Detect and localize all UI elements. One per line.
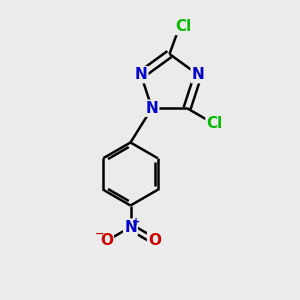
- Text: Cl: Cl: [176, 19, 192, 34]
- Text: N: N: [124, 220, 137, 235]
- Text: N: N: [146, 101, 158, 116]
- Text: O: O: [148, 233, 161, 248]
- Text: −: −: [94, 229, 104, 239]
- Text: O: O: [100, 233, 113, 248]
- Text: N: N: [192, 67, 204, 82]
- Text: N: N: [135, 67, 147, 82]
- Text: +: +: [132, 217, 140, 227]
- Text: Cl: Cl: [206, 116, 223, 131]
